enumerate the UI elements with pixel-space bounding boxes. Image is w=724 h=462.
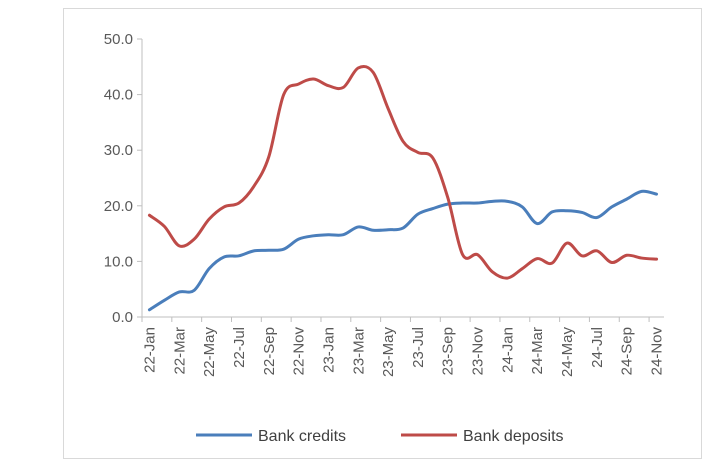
legend-label: Bank deposits bbox=[463, 428, 564, 445]
y-tick-label: 40.0 bbox=[104, 87, 133, 104]
x-tick-label: 23-May bbox=[380, 327, 397, 378]
x-tick-label: 22-Jul bbox=[231, 327, 248, 368]
x-tick-label: 24-Jan bbox=[499, 327, 516, 373]
x-tick-label: 24-Sep bbox=[619, 327, 636, 375]
x-tick-label: 23-Nov bbox=[470, 327, 487, 376]
x-tick-label: 23-Mar bbox=[350, 327, 367, 375]
y-tick-label: 10.0 bbox=[104, 253, 133, 270]
x-tick-label: 22-Sep bbox=[261, 327, 278, 375]
x-tick-label: 24-Jul bbox=[589, 327, 606, 368]
y-tick-label: 20.0 bbox=[104, 198, 133, 215]
series-line-bank-credits bbox=[147, 189, 659, 312]
x-ticks: 22-Jan 22-Mar 22-May 22-Jul 22-Sep 22-Nov 23-J… bbox=[141, 317, 666, 378]
x-tick-label: 22-Jan bbox=[141, 327, 158, 373]
y-tick-label: 30.0 bbox=[104, 142, 133, 159]
series-line-bank-deposits bbox=[147, 64, 659, 280]
x-tick-label: 22-May bbox=[201, 327, 218, 378]
legend: Bank credits Bank deposits bbox=[196, 428, 564, 445]
y-tick-label: 0.0 bbox=[112, 309, 133, 326]
x-tick-label: 24-Mar bbox=[529, 327, 546, 375]
line-chart: 0.0 10.0 20.0 30.0 40.0 50.0 22-Jan 22-Mar 22-M… bbox=[104, 31, 666, 445]
x-tick-label: 22-Nov bbox=[291, 327, 308, 376]
y-tick-label: 50.0 bbox=[104, 31, 133, 48]
x-tick-label: 24-May bbox=[559, 327, 576, 378]
x-tick-label: 23-Jul bbox=[410, 327, 427, 368]
x-tick-label: 23-Jan bbox=[320, 327, 337, 373]
series-lines bbox=[147, 64, 659, 312]
x-tick-label: 24-Nov bbox=[649, 327, 666, 376]
x-tick-label: 23-Sep bbox=[440, 327, 457, 375]
x-tick-label: 22-Mar bbox=[171, 327, 188, 375]
legend-label: Bank credits bbox=[258, 428, 346, 445]
y-ticks: 0.0 10.0 20.0 30.0 40.0 50.0 bbox=[104, 31, 142, 326]
axes bbox=[141, 39, 664, 318]
chart-frame: 0.0 10.0 20.0 30.0 40.0 50.0 22-Jan 22-Mar 22-M… bbox=[63, 8, 702, 459]
